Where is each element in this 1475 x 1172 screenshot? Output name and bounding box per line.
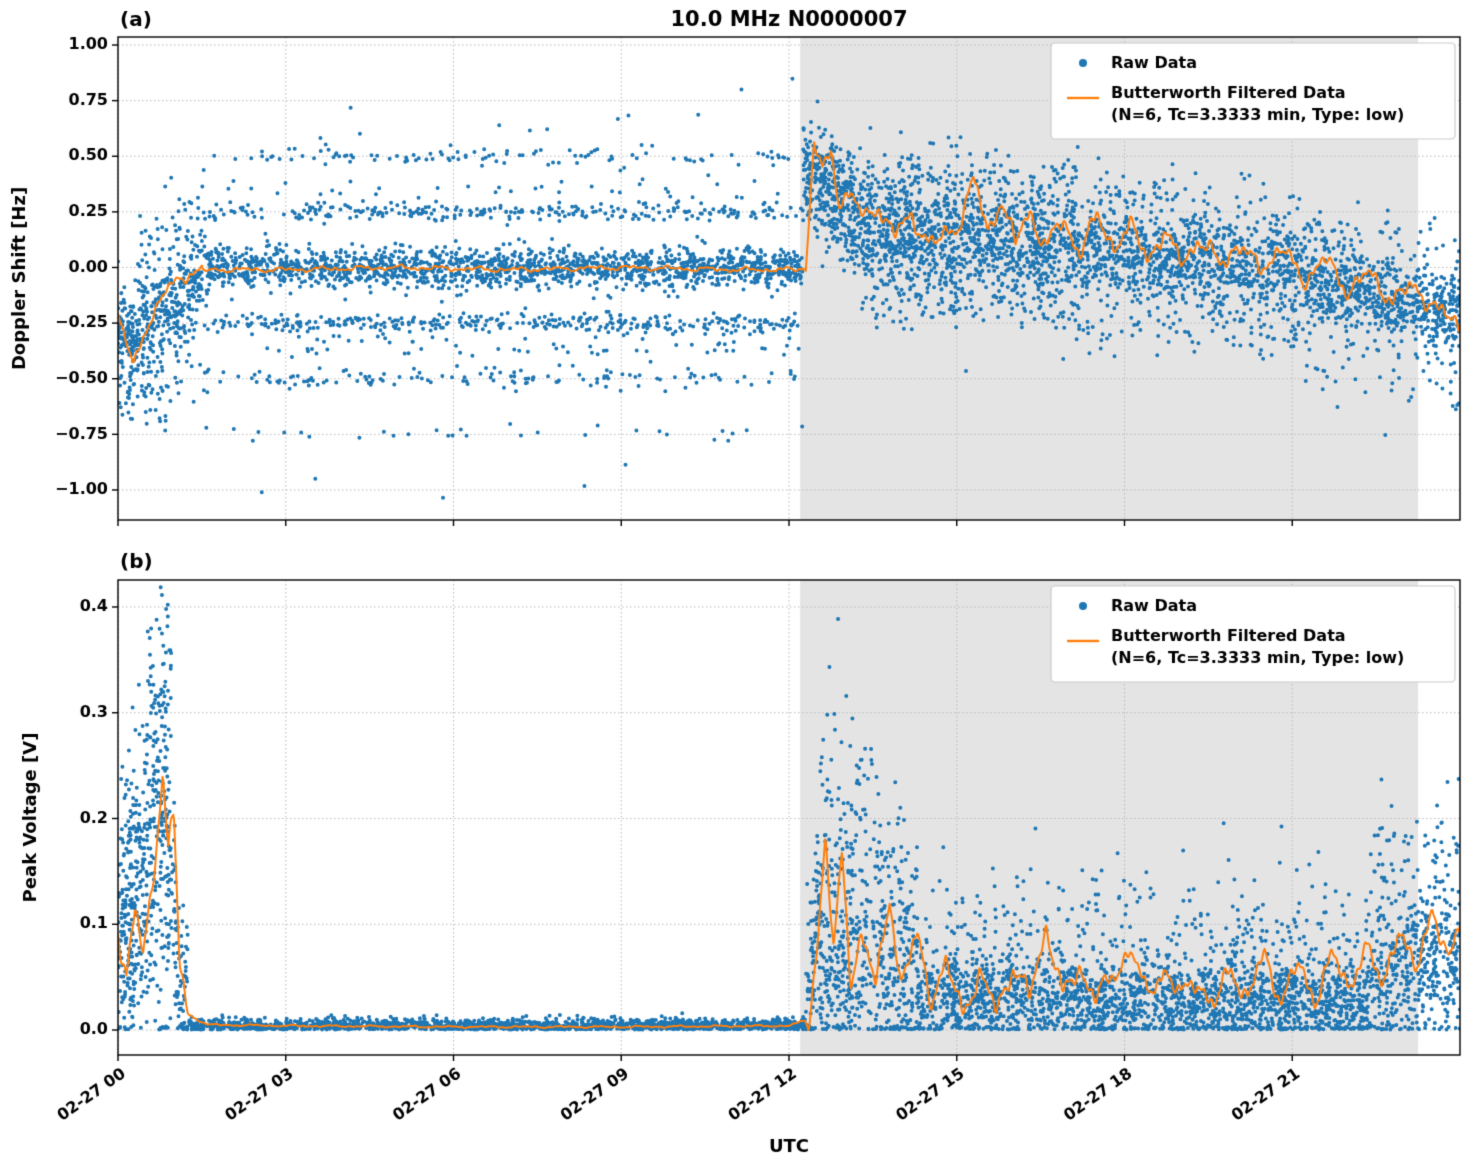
figure: 10.0 MHz N0000007 UTC [0, 0, 1475, 1172]
figure-canvas [0, 0, 1475, 1172]
